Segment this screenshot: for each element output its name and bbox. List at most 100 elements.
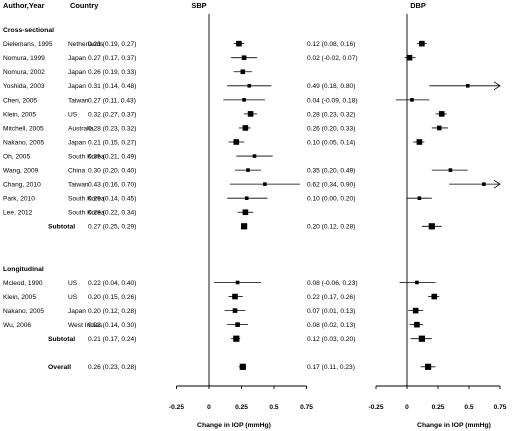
sbp-tick-label: 0 [207, 404, 211, 411]
sbp-tick-label: 0.75 [300, 404, 313, 411]
study-author: Chen, 2005 [3, 97, 37, 104]
study-country: South Korea [68, 196, 105, 203]
dbp-point-estimate [436, 125, 442, 131]
sbp-point-estimate [242, 125, 249, 131]
study-country: Japan [68, 308, 86, 315]
dbp-ci-arrow [493, 179, 501, 189]
sbp-point-estimate [241, 55, 247, 60]
study-country: West Indies [68, 322, 103, 329]
sbp-estimate-text: 0.21 (0.15, 0.27) [88, 139, 136, 146]
study-author: Yoshida, 2003 [3, 83, 45, 90]
dbp-estimate-text: 0.04 (-0.09, 0.18) [307, 97, 358, 104]
sbp-tick-label: -0.25 [169, 404, 184, 411]
study-country: Japan [68, 55, 86, 62]
header-sbp: SBP [191, 1, 206, 10]
dbp-tick-label: 0.25 [432, 404, 445, 411]
study-country: Taiwan [68, 182, 89, 189]
sbp-axis-label: Change in IOP (mmHg) [197, 422, 271, 429]
study-author: Park, 2010 [3, 196, 35, 203]
sbp-estimate-text: 0.28 (0.23, 0.32) [88, 125, 136, 132]
dbp-estimate-text: 0.35 (0.20, 0.49) [307, 168, 355, 175]
dbp-estimate-text: 0.12 (0.03, 0.20) [307, 336, 355, 343]
dbp-point-estimate [448, 168, 453, 172]
sbp-point-estimate [239, 363, 246, 370]
sbp-estimate-text: 0.21 (0.17, 0.24) [88, 336, 136, 343]
dbp-point-estimate [428, 223, 435, 230]
subtotal-label: Subtotal [48, 336, 75, 343]
dbp-point-estimate [406, 54, 413, 61]
study-author: Oh, 2005 [3, 153, 30, 160]
sbp-point-estimate [242, 209, 249, 216]
study-country: Japan [68, 69, 86, 76]
study-country: China [68, 168, 86, 175]
study-author: Mitchell, 2005 [3, 125, 44, 132]
dbp-estimate-text: 0.08 (-0.06, 0.23) [307, 280, 358, 287]
header-dbp: DBP [410, 1, 426, 10]
sbp-point-estimate [242, 98, 246, 102]
dbp-estimate-text: 0.49 (0.18, 0.80) [307, 83, 355, 90]
study-author: Nomura, 1999 [3, 55, 45, 62]
study-author: Wu, 2006 [3, 322, 31, 329]
sbp-point-estimate [235, 280, 240, 285]
overall-label: Overall [48, 364, 71, 371]
study-country: Australia [68, 125, 94, 132]
sbp-point-estimate [235, 322, 240, 327]
dbp-estimate-text: 0.62 (0.34, 0.90) [307, 182, 355, 189]
sbp-point-estimate [233, 335, 240, 342]
sbp-estimate-text: 0.20 (0.15, 0.26) [88, 294, 136, 301]
dbp-estimate-text: 0.10 (0.05, 0.14) [307, 139, 355, 146]
dbp-point-estimate [418, 335, 425, 342]
sbp-estimate-text: 0.43 (0.16, 0.70) [88, 182, 136, 189]
dbp-point-estimate [438, 111, 445, 117]
dbp-estimate-text: 0.17 (0.11, 0.23) [307, 364, 355, 371]
dbp-point-estimate [431, 293, 438, 300]
dbp-ci-arrow [493, 81, 501, 91]
dbp-estimate-text: 0.10 (0.00, 0.20) [307, 196, 355, 203]
sbp-estimate-text: 0.27 (0.11, 0.43) [88, 97, 136, 104]
dbp-tick-label: 0 [405, 404, 409, 411]
sbp-estimate-text: 0.22 (0.14, 0.30) [88, 322, 136, 329]
study-country: US [68, 294, 78, 301]
header-author: Author,Year [3, 1, 45, 10]
dbp-estimate-text: 0.12 (0.08, 0.16) [307, 41, 355, 48]
dbp-point-estimate [410, 98, 414, 102]
sbp-tick-label: 0.5 [269, 404, 278, 411]
dbp-estimate-text: 0.02 (-0.02, 0.07) [307, 55, 358, 62]
dbp-estimate-text: 0.08 (0.02, 0.13) [307, 322, 355, 329]
sbp-point-estimate [244, 196, 249, 200]
dbp-estimate-text: 0.20 (0.12, 0.28) [307, 224, 355, 231]
sbp-point-estimate [236, 40, 242, 47]
dbp-point-estimate [419, 40, 425, 47]
dbp-point-estimate [482, 182, 486, 186]
dbp-point-estimate [417, 196, 422, 200]
sbp-estimate-text: 0.20 (0.12, 0.28) [88, 308, 136, 315]
sbp-point-estimate [232, 293, 238, 300]
study-author: Klein, 2005 [3, 294, 36, 301]
dbp-estimate-text: 0.22 (0.17, 0.26) [307, 294, 355, 301]
sbp-tick-label: 0.25 [235, 404, 248, 411]
subtotal-label: Subtotal [48, 224, 75, 231]
sbp-point-estimate [241, 223, 248, 230]
study-author: Chang, 2010 [3, 182, 41, 189]
sbp-point-estimate [246, 168, 250, 172]
sbp-estimate-text: 0.26 (0.19, 0.33) [88, 69, 136, 76]
sbp-point-estimate [247, 84, 252, 88]
study-author: Lee, 2012 [3, 210, 33, 217]
header-country: Country [70, 1, 99, 10]
sbp-estimate-text: 0.35 (0.21, 0.49) [88, 153, 136, 160]
dbp-tick-label: 0.75 [494, 404, 507, 411]
sbp-point-estimate [263, 182, 267, 186]
sbp-point-estimate [247, 111, 254, 117]
study-author: Klein, 2005 [3, 111, 36, 118]
sbp-point-estimate [233, 139, 240, 145]
study-country: South Korea [68, 153, 105, 160]
section-label: Cross-sectional [3, 27, 54, 34]
sbp-estimate-text: 0.27 (0.17, 0.37) [88, 55, 136, 62]
dbp-point-estimate [414, 321, 420, 328]
dbp-point-estimate [416, 139, 423, 145]
dbp-tick-label: -0.25 [368, 404, 383, 411]
study-country: US [68, 280, 78, 287]
dbp-axis-label: Change in IOP (mmHg) [417, 422, 491, 429]
dbp-estimate-text: 0.28 (0.23, 0.32) [307, 111, 355, 118]
